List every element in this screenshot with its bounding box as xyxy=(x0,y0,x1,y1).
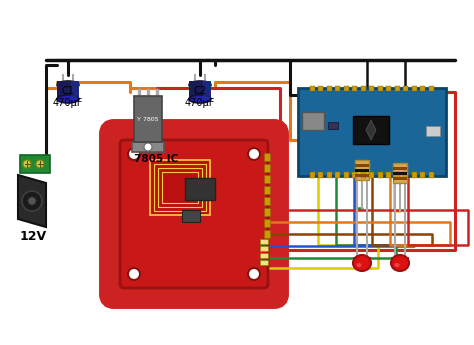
Bar xyxy=(355,160,369,180)
Polygon shape xyxy=(18,175,46,227)
Ellipse shape xyxy=(394,263,400,267)
Bar xyxy=(393,163,407,183)
Bar xyxy=(185,178,215,200)
Bar xyxy=(344,86,349,91)
Bar xyxy=(353,86,357,91)
Bar xyxy=(386,172,392,178)
Text: C2
470μF: C2 470μF xyxy=(185,86,215,108)
Bar xyxy=(361,86,366,91)
Bar xyxy=(264,153,270,161)
Bar xyxy=(412,86,417,91)
Circle shape xyxy=(128,268,140,280)
Text: C1
470μF: C1 470μF xyxy=(53,86,83,108)
Bar xyxy=(264,164,270,172)
Bar xyxy=(319,86,323,91)
Bar xyxy=(395,86,400,91)
Bar xyxy=(260,253,268,258)
Bar xyxy=(328,122,338,129)
Bar xyxy=(134,96,162,142)
Bar xyxy=(353,116,389,144)
Ellipse shape xyxy=(189,95,211,103)
Bar xyxy=(355,174,369,177)
Bar xyxy=(429,172,434,178)
Bar xyxy=(260,239,268,244)
Bar xyxy=(264,197,270,205)
Bar xyxy=(426,126,440,136)
Bar xyxy=(370,86,374,91)
Bar xyxy=(260,260,268,265)
Bar xyxy=(264,219,270,227)
Bar xyxy=(393,177,407,180)
Bar xyxy=(386,86,392,91)
Bar xyxy=(71,81,79,99)
Circle shape xyxy=(248,268,260,280)
Bar xyxy=(355,164,369,167)
Circle shape xyxy=(36,160,44,168)
Bar xyxy=(393,167,407,170)
Bar xyxy=(353,172,357,178)
Bar xyxy=(264,230,270,238)
Bar xyxy=(355,169,369,172)
Bar xyxy=(298,88,446,176)
Bar xyxy=(162,172,198,203)
Bar xyxy=(361,172,366,178)
Circle shape xyxy=(28,197,36,205)
Circle shape xyxy=(128,148,140,160)
Polygon shape xyxy=(366,120,376,140)
Bar xyxy=(370,172,374,178)
Bar xyxy=(391,257,409,263)
Circle shape xyxy=(23,160,31,168)
Text: 7805 IC: 7805 IC xyxy=(134,154,178,164)
Bar xyxy=(264,175,270,183)
Bar xyxy=(403,86,409,91)
Bar xyxy=(344,172,349,178)
Bar xyxy=(420,86,426,91)
Bar xyxy=(395,172,400,178)
Bar xyxy=(353,257,371,263)
Bar xyxy=(310,86,315,91)
Bar xyxy=(378,172,383,178)
Ellipse shape xyxy=(189,81,211,89)
Bar xyxy=(182,210,200,222)
Bar xyxy=(132,142,164,152)
Bar xyxy=(264,186,270,194)
Bar xyxy=(327,86,332,91)
FancyBboxPatch shape xyxy=(106,126,282,302)
Bar xyxy=(327,172,332,178)
Bar xyxy=(403,172,409,178)
Bar xyxy=(429,86,434,91)
Bar xyxy=(319,172,323,178)
Bar xyxy=(310,172,315,178)
Bar xyxy=(264,208,270,216)
Ellipse shape xyxy=(57,81,79,89)
Bar xyxy=(57,81,79,99)
Bar xyxy=(393,172,407,175)
Ellipse shape xyxy=(353,255,371,271)
Bar xyxy=(420,172,426,178)
Bar xyxy=(158,168,202,207)
Ellipse shape xyxy=(356,263,362,267)
Bar xyxy=(302,112,324,130)
Circle shape xyxy=(248,148,260,160)
Bar xyxy=(203,81,211,99)
Bar xyxy=(150,160,210,215)
Ellipse shape xyxy=(57,95,79,103)
Ellipse shape xyxy=(391,255,409,271)
Bar xyxy=(336,86,340,91)
Text: 12V: 12V xyxy=(20,230,47,243)
Bar xyxy=(260,246,268,251)
Bar xyxy=(378,86,383,91)
FancyBboxPatch shape xyxy=(120,140,268,288)
Bar xyxy=(412,172,417,178)
Text: Y 7805: Y 7805 xyxy=(137,117,159,121)
Bar xyxy=(20,155,50,173)
Circle shape xyxy=(144,143,152,151)
Bar xyxy=(336,172,340,178)
Bar xyxy=(189,81,211,99)
Circle shape xyxy=(22,191,42,211)
Bar xyxy=(154,164,206,211)
